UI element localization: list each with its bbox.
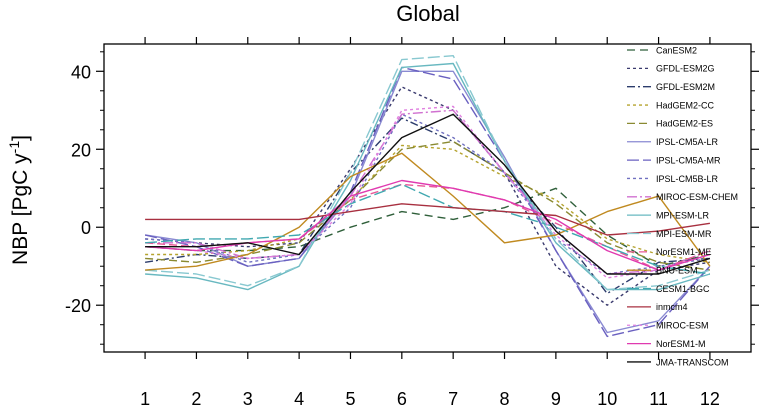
legend-label: BNU-ESM — [656, 266, 698, 276]
legend-label: HadGEM2-CC — [656, 100, 715, 110]
y-axis-label-suffix: ] — [9, 135, 32, 141]
legend: CanESM2 GFDL-ESM2G GFDL-ESM2M HadGEM2-CC Had… — [627, 45, 738, 367]
y-tick-label: 0 — [81, 218, 91, 238]
series-line — [145, 140, 711, 271]
legend-label: IPSL-CM5B-LR — [656, 174, 719, 184]
x-tick-label: 2 — [191, 389, 201, 408]
legend-label: GFDL-ESM2M — [656, 82, 715, 92]
legend-label: CanESM2 — [656, 45, 697, 55]
y-tick-label: 20 — [71, 140, 91, 160]
series-line — [145, 113, 711, 275]
x-tick-label: 3 — [243, 389, 253, 408]
chart-title: Global — [396, 1, 460, 26]
y-axis-label-text: NBP [PgC y — [9, 153, 32, 265]
y-tick-label: -20 — [65, 296, 91, 316]
legend-label: IPSL-CM5A-MR — [656, 155, 721, 165]
x-tick-label: 6 — [397, 389, 407, 408]
x-tick-label: 7 — [448, 389, 458, 408]
legend-label: MPI-ESM-MR — [656, 229, 712, 239]
legend-label: HadGEM2-ES — [656, 119, 713, 129]
series-line — [145, 183, 711, 275]
plot-frame — [103, 43, 752, 353]
series-line — [145, 203, 711, 236]
legend-label: IPSL-CM5A-LR — [656, 137, 719, 147]
x-tick-label: 8 — [500, 389, 510, 408]
x-tick-label: 4 — [294, 389, 304, 408]
legend-label: MPI-ESM-LR — [656, 210, 710, 220]
series-line — [145, 183, 711, 271]
legend-label: CESM1-BGC — [656, 284, 710, 294]
legend-label: GFDL-ESM2G — [656, 64, 715, 74]
x-tick-label: 10 — [597, 389, 617, 408]
y-axis-label: NBP [PgC y-1] — [6, 135, 32, 265]
series-line — [144, 117, 710, 295]
series-line — [145, 152, 711, 271]
legend-label: inmcm4 — [656, 302, 688, 312]
series-line — [145, 109, 711, 275]
series-line — [144, 66, 711, 338]
legend-label: MIROC-ESM — [656, 321, 709, 331]
series-lines — [144, 55, 711, 338]
x-tick-label: 11 — [649, 389, 668, 408]
x-tick-label: 9 — [551, 389, 561, 408]
y-tick-label: 40 — [71, 62, 91, 82]
legend-label: NorESM1-M — [656, 339, 706, 349]
y-axis-label-superscript: -1 — [6, 141, 22, 154]
x-tick-label: 5 — [345, 389, 355, 408]
x-tick-label: 1 — [140, 389, 150, 408]
legend-label: NorESM1-ME — [656, 247, 712, 257]
series-line — [145, 105, 711, 279]
legend-label: MIROC-ESM-CHEM — [656, 192, 738, 202]
series-line — [145, 62, 711, 291]
series-line — [144, 70, 711, 334]
legend-label: JMA-TRANSCOM — [656, 357, 729, 367]
series-line — [145, 187, 711, 267]
series-line — [145, 144, 711, 263]
x-tick-label: 12 — [700, 389, 720, 408]
